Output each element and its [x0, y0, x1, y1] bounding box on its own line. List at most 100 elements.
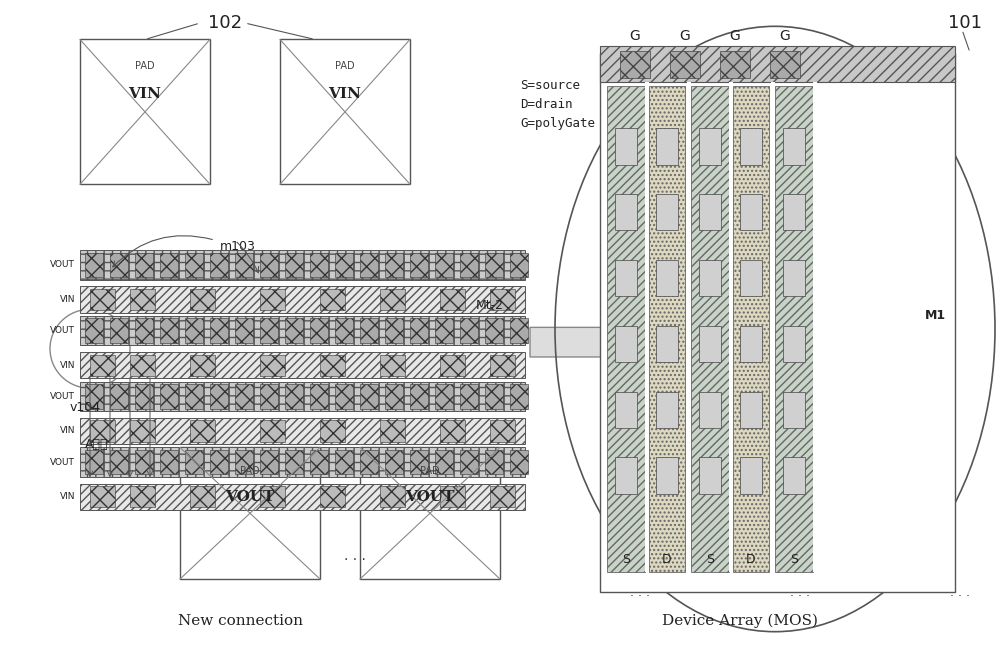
- Bar: [85, 318, 103, 343]
- Bar: [410, 450, 428, 474]
- Bar: [320, 486, 345, 507]
- Bar: [80, 418, 525, 444]
- Bar: [770, 51, 800, 78]
- Bar: [360, 450, 378, 474]
- Bar: [440, 289, 465, 310]
- Bar: [656, 128, 678, 164]
- Bar: [410, 384, 428, 409]
- Bar: [210, 318, 228, 343]
- Bar: [720, 51, 750, 78]
- Bar: [490, 289, 515, 310]
- Bar: [235, 253, 253, 277]
- Bar: [160, 318, 178, 343]
- Text: G: G: [730, 29, 740, 43]
- Bar: [485, 450, 503, 474]
- Bar: [385, 318, 403, 343]
- Bar: [185, 384, 203, 409]
- Text: VOUT: VOUT: [405, 490, 455, 505]
- Bar: [85, 384, 103, 409]
- Bar: [699, 457, 721, 494]
- Bar: [260, 355, 285, 376]
- Bar: [80, 250, 525, 280]
- Text: v104: v104: [70, 401, 101, 415]
- Bar: [460, 253, 478, 277]
- Bar: [185, 253, 203, 277]
- Bar: [235, 384, 253, 409]
- Text: M1: M1: [925, 309, 946, 322]
- Bar: [656, 457, 678, 494]
- Bar: [335, 318, 353, 343]
- Bar: [490, 420, 515, 442]
- Bar: [185, 318, 203, 343]
- Bar: [260, 486, 285, 507]
- Text: VIN: VIN: [60, 492, 75, 501]
- Text: VIN: VIN: [60, 295, 75, 304]
- Text: VIN: VIN: [129, 88, 161, 101]
- Text: VIN: VIN: [329, 88, 361, 101]
- Bar: [699, 260, 721, 296]
- Bar: [260, 253, 278, 277]
- Bar: [310, 450, 328, 474]
- Bar: [620, 51, 650, 78]
- Text: A区域: A区域: [85, 438, 108, 451]
- Bar: [385, 253, 403, 277]
- Bar: [80, 286, 525, 313]
- Bar: [740, 392, 762, 428]
- Text: G: G: [680, 29, 690, 43]
- Text: PAD: PAD: [335, 61, 355, 70]
- Bar: [510, 450, 528, 474]
- Text: Device Array (MOS): Device Array (MOS): [662, 614, 818, 628]
- Bar: [80, 382, 525, 411]
- Bar: [687, 82, 691, 572]
- Bar: [90, 486, 115, 507]
- Text: VOUT: VOUT: [50, 458, 75, 467]
- Bar: [485, 384, 503, 409]
- Text: VIN: VIN: [60, 361, 75, 370]
- Bar: [135, 450, 153, 474]
- Text: VOUT: VOUT: [225, 490, 275, 505]
- Text: . . .: . . .: [950, 586, 970, 599]
- FancyBboxPatch shape: [80, 39, 210, 184]
- Bar: [607, 86, 645, 572]
- Bar: [85, 450, 103, 474]
- Bar: [729, 82, 733, 572]
- Bar: [310, 318, 328, 343]
- Bar: [740, 194, 762, 230]
- Bar: [380, 486, 405, 507]
- Bar: [310, 384, 328, 409]
- Bar: [130, 289, 155, 310]
- Bar: [656, 260, 678, 296]
- Bar: [656, 194, 678, 230]
- Bar: [260, 420, 285, 442]
- Bar: [670, 51, 700, 78]
- Bar: [740, 457, 762, 494]
- Text: VOUT: VOUT: [50, 392, 75, 401]
- Bar: [160, 253, 178, 277]
- Text: D: D: [746, 553, 756, 566]
- Bar: [80, 447, 525, 477]
- Bar: [285, 384, 303, 409]
- Bar: [435, 384, 453, 409]
- Bar: [235, 450, 253, 474]
- Bar: [783, 194, 805, 230]
- Bar: [699, 392, 721, 428]
- Bar: [90, 355, 115, 376]
- Bar: [190, 355, 215, 376]
- Bar: [615, 392, 637, 428]
- Bar: [185, 450, 203, 474]
- Bar: [740, 128, 762, 164]
- Bar: [285, 450, 303, 474]
- Bar: [260, 450, 278, 474]
- Bar: [90, 289, 115, 310]
- Text: D: D: [662, 553, 672, 566]
- Bar: [260, 318, 278, 343]
- Bar: [615, 260, 637, 296]
- Text: S=source
D=drain
G=polyGate: S=source D=drain G=polyGate: [520, 79, 595, 130]
- Bar: [435, 450, 453, 474]
- Bar: [335, 253, 353, 277]
- Text: New connection: New connection: [178, 615, 302, 628]
- Text: PAD: PAD: [135, 61, 155, 70]
- Bar: [335, 384, 353, 409]
- Bar: [80, 352, 525, 378]
- Text: VIN: VIN: [60, 426, 75, 436]
